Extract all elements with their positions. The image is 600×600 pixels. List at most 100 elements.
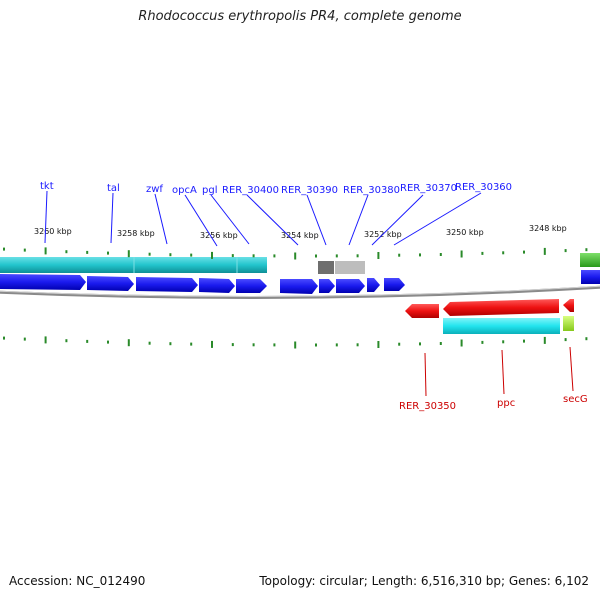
scale-tick-lower xyxy=(460,339,463,347)
genome-backbone xyxy=(0,285,600,299)
scale-tick-lower xyxy=(23,337,26,341)
scale-tick-upper xyxy=(252,254,255,258)
scale-label: 3256 kbp xyxy=(200,231,238,240)
scale-tick-upper xyxy=(294,252,297,260)
gene-label-secG[interactable]: secG xyxy=(563,394,588,405)
scale-tick-upper xyxy=(107,251,109,255)
leader-line xyxy=(44,190,48,244)
scale-tick-upper xyxy=(481,251,484,255)
scale-tick-lower xyxy=(231,343,234,347)
gene-label-RER_30380[interactable]: RER_30380 xyxy=(343,185,400,196)
scale-tick-upper xyxy=(398,253,401,257)
genome-backbone-highlight xyxy=(0,285,600,297)
gene-arrow-tal[interactable] xyxy=(87,276,134,291)
scale-tick-upper xyxy=(86,250,89,254)
scale-tick-lower xyxy=(335,343,338,347)
scale-tick-upper xyxy=(356,254,359,258)
gene-arrow-RER_30360[interactable] xyxy=(384,278,405,291)
scale-tick-lower xyxy=(523,339,525,343)
scale-tick-lower xyxy=(273,343,276,347)
gene-label-RER_30390[interactable]: RER_30390 xyxy=(281,185,338,196)
scale-tick-upper xyxy=(23,248,26,252)
scale-tick-lower xyxy=(564,338,567,342)
gene-arrow-edge[interactable] xyxy=(581,270,600,284)
scale-label: 3254 kbp xyxy=(281,231,319,240)
leader-line xyxy=(371,194,424,246)
scale-tick-lower xyxy=(439,342,442,345)
gene-arrow-pgl[interactable] xyxy=(236,279,267,293)
reverse-genes xyxy=(405,299,574,318)
gene-label-pgl[interactable]: pgl xyxy=(202,185,217,196)
leader-line xyxy=(569,346,574,392)
leader-line xyxy=(246,194,299,246)
gene-arrow-RER_30400[interactable] xyxy=(280,279,318,294)
gene-label-RER_30350[interactable]: RER_30350 xyxy=(399,401,456,412)
gene-arrow-RER_30350[interactable] xyxy=(405,304,439,318)
gene-label-opcA[interactable]: opcA xyxy=(172,185,197,196)
gene-label-zwf[interactable]: zwf xyxy=(146,184,163,195)
gene-label-tal[interactable]: tal xyxy=(107,183,120,194)
scale-tick-lower xyxy=(377,341,380,348)
scale-tick-upper xyxy=(127,250,130,258)
forward-gene-labels: tkt tal zwf opcA pgl RER_30400 RER_30390… xyxy=(40,181,512,247)
scale-tick-lower xyxy=(169,342,172,346)
leader-line xyxy=(154,193,168,245)
scale-tick-upper xyxy=(44,247,47,255)
scale-tick-upper xyxy=(523,250,525,254)
leader-line xyxy=(393,192,482,246)
reverse-gene-labels: RER_30350 ppc secG xyxy=(399,346,588,412)
green-feature xyxy=(580,253,600,267)
scale-tick-upper xyxy=(231,254,234,258)
leader-line xyxy=(424,352,427,397)
gene-label-RER_30370[interactable]: RER_30370 xyxy=(400,183,457,194)
leader-line xyxy=(110,192,114,244)
scale-tick-lower xyxy=(148,341,151,345)
scale-tick-lower xyxy=(65,339,68,343)
scale-tick-lower xyxy=(356,343,359,347)
forward-genes xyxy=(0,270,600,294)
scale-tick-lower xyxy=(3,336,5,340)
gene-arrow-zwf[interactable] xyxy=(136,277,198,292)
gene-arrow-tkt[interactable] xyxy=(0,274,86,290)
scale-tick-lower xyxy=(543,336,546,344)
scale-tick-lower xyxy=(44,336,47,344)
gene-arrow-RER_30380[interactable] xyxy=(336,279,365,293)
scale-label: 3258 kbp xyxy=(117,229,155,238)
scale-tick-upper xyxy=(502,251,505,255)
scale-tick-upper xyxy=(377,252,380,259)
gene-arrow-ppc[interactable] xyxy=(443,299,559,316)
scale-label: 3248 kbp xyxy=(529,224,567,233)
scale-labels: 3260 kbp 3258 kbp 3256 kbp 3254 kbp 3252… xyxy=(34,224,567,240)
scale-tick-upper xyxy=(315,254,317,258)
scale-tick-upper xyxy=(419,253,421,257)
gene-label-tkt[interactable]: tkt xyxy=(40,181,54,192)
scale-tick-upper xyxy=(585,248,588,252)
scale-tick-upper xyxy=(460,250,463,258)
scale-tick-lower xyxy=(252,343,255,347)
gene-label-RER_30360[interactable]: RER_30360 xyxy=(455,182,512,193)
gene-arrow-RER_30370[interactable] xyxy=(367,278,380,292)
scale-tick-lower xyxy=(86,339,89,343)
leader-line xyxy=(501,349,505,395)
gene-label-RER_30400[interactable]: RER_30400 xyxy=(222,185,279,196)
leader-line xyxy=(210,194,250,245)
gene-arrow-RER_30390[interactable] xyxy=(319,279,335,293)
scale-tick-lower xyxy=(190,342,193,346)
scale-tick-upper xyxy=(543,247,546,255)
scale-tick-upper xyxy=(273,254,276,258)
scale-tick-upper xyxy=(190,253,193,257)
scale-tick-upper xyxy=(3,247,5,251)
scale-tick-lower xyxy=(585,337,588,341)
scale-tick-upper xyxy=(148,252,151,256)
scale-tick-upper xyxy=(439,253,442,256)
scale-tick-lower xyxy=(294,341,297,349)
gene-arrow-opcA[interactable] xyxy=(199,278,235,293)
scale-tick-lower xyxy=(107,340,109,344)
scale-tick-lower xyxy=(398,342,401,346)
gene-arrow-secG[interactable] xyxy=(563,299,574,312)
upper-scale-ticks xyxy=(3,247,588,260)
leader-line xyxy=(306,194,327,246)
gene-label-ppc[interactable]: ppc xyxy=(497,398,515,409)
scale-tick-lower xyxy=(127,339,130,347)
